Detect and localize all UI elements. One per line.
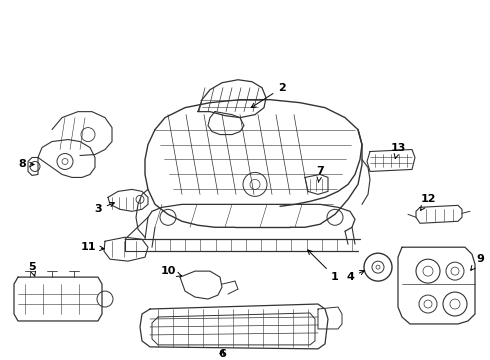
Text: 2: 2 — [251, 83, 286, 108]
Text: 1: 1 — [308, 250, 339, 282]
Text: 6: 6 — [218, 349, 226, 359]
Text: 3: 3 — [94, 202, 114, 214]
Text: 12: 12 — [420, 194, 436, 210]
Text: 11: 11 — [80, 242, 104, 252]
Text: 9: 9 — [471, 254, 484, 270]
Text: 8: 8 — [18, 159, 34, 170]
Text: 5: 5 — [28, 262, 36, 276]
Text: 7: 7 — [316, 166, 324, 182]
Text: 13: 13 — [391, 143, 406, 158]
Text: 10: 10 — [160, 266, 181, 276]
Text: 4: 4 — [346, 270, 365, 282]
